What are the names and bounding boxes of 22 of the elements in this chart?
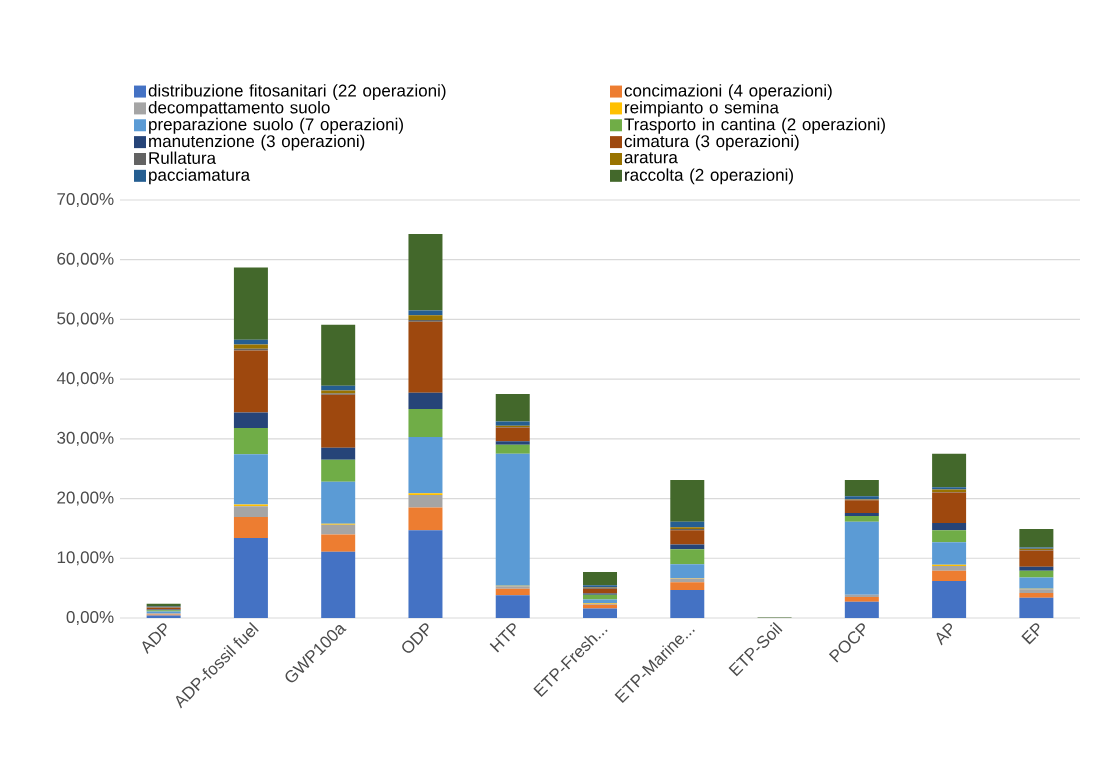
legend-label: aratura — [624, 152, 678, 164]
legend-label: Trasporto in cantina (2 operazioni) — [624, 117, 885, 134]
legend-label: distribuzione fitosanitari (22 operazioni) — [148, 84, 446, 100]
legend-label: preparazione suolo (7 operazioni) — [149, 117, 403, 134]
y-tick-label: 0,00% — [66, 610, 114, 626]
y-tick-label: 20,00% — [57, 491, 114, 506]
legend-label: raccolta (2 operazioni) — [625, 168, 793, 185]
legend-label: manutenzione (3 operazioni) — [149, 134, 365, 151]
x-tick-label: EP — [1021, 623, 1040, 645]
legend-label: reimpianto o semina — [625, 100, 779, 117]
y-tick-label: 30,00% — [57, 431, 114, 446]
legend-label: cimatura (3 operazioni) — [624, 134, 799, 151]
legend-label: Rullatura — [149, 151, 217, 165]
legend-label: pacciamatura — [149, 168, 251, 185]
y-tick-label: 10,00% — [57, 551, 114, 566]
legend-label: decompattamento suolo — [148, 100, 330, 117]
y-tick-label: 60,00% — [57, 252, 114, 267]
y-tick-label: 40,00% — [56, 372, 114, 387]
y-tick-label: 70,00% — [57, 192, 114, 207]
x-tick-label: AP — [936, 623, 953, 646]
y-tick-label: 50,00% — [57, 312, 114, 327]
legend-label: concimazioni (4 operazioni) — [624, 84, 832, 100]
